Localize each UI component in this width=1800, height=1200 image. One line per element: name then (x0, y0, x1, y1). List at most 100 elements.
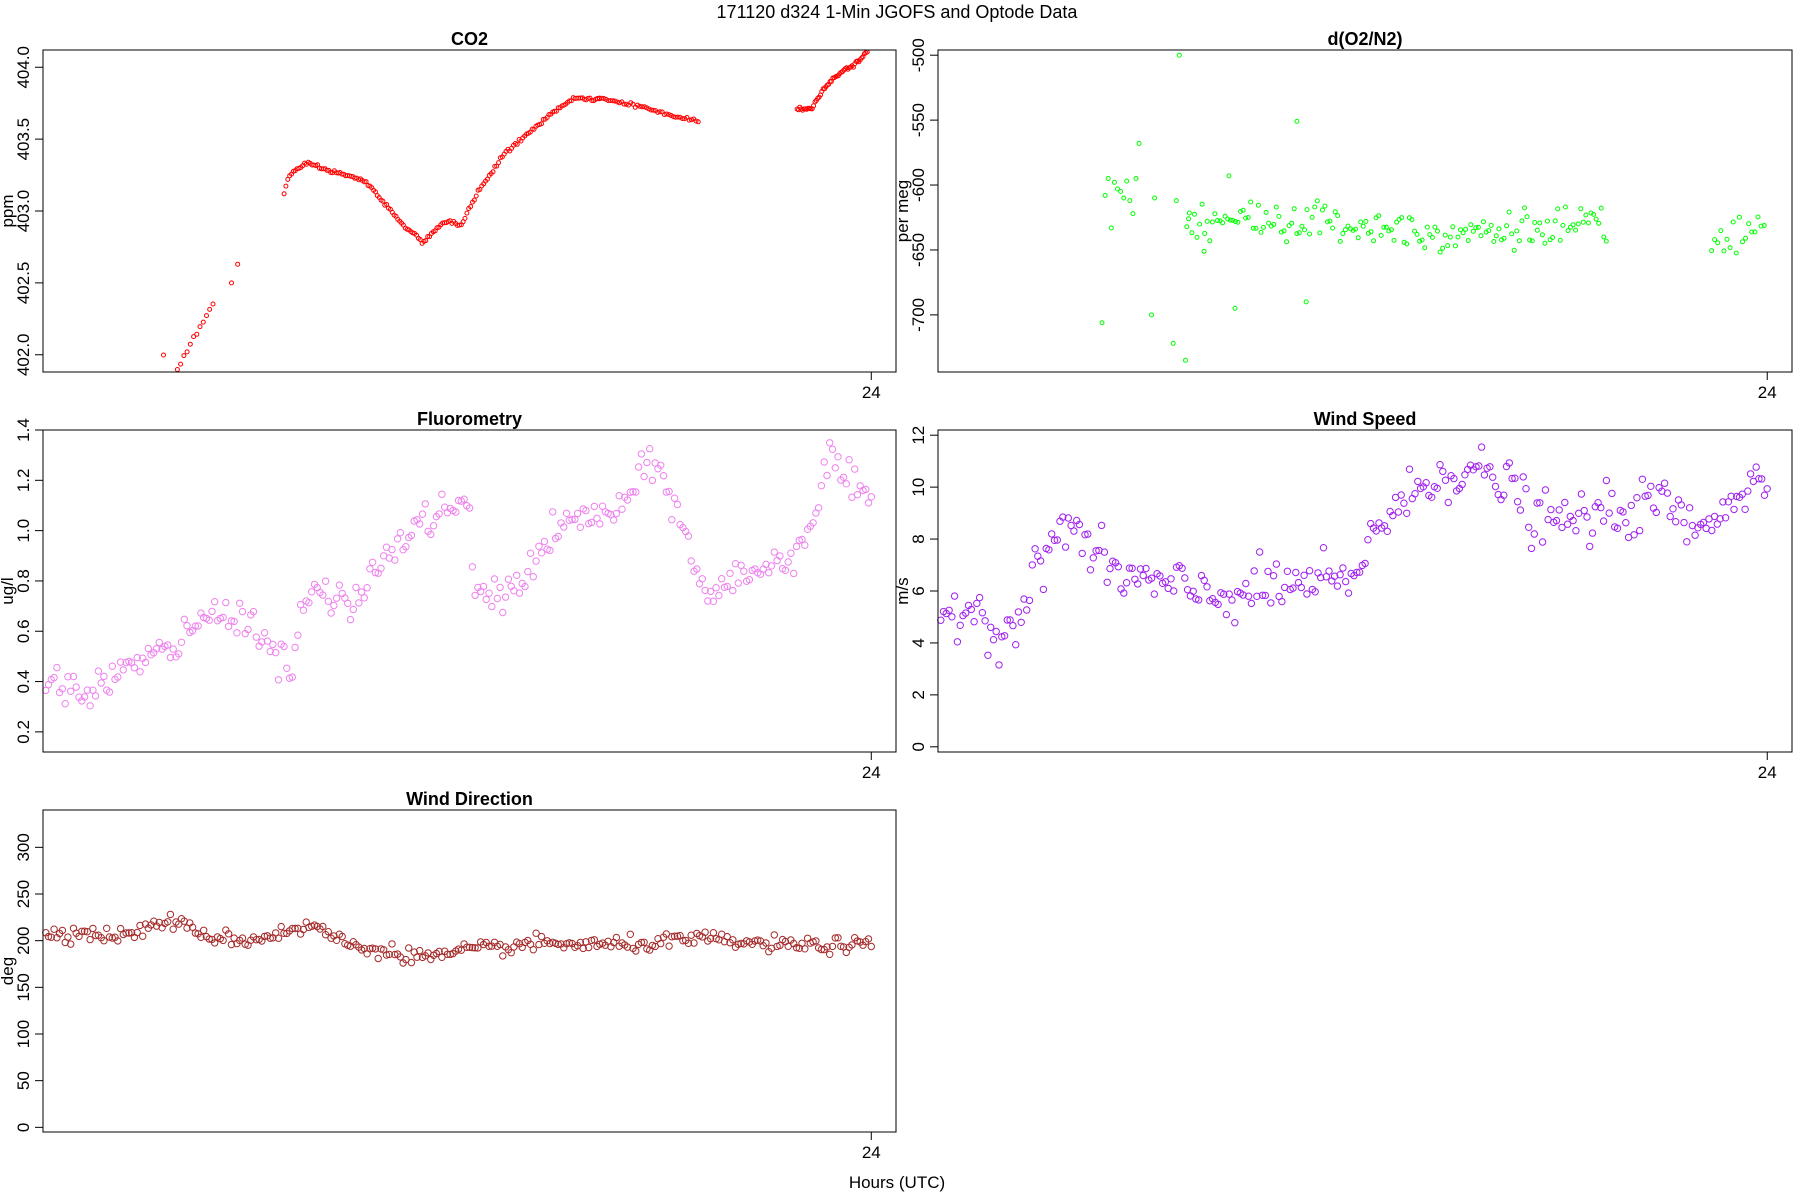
data-point (1712, 237, 1718, 243)
data-point (197, 933, 205, 941)
data-point (1202, 231, 1208, 236)
data-point (1529, 238, 1535, 244)
data-point (1708, 526, 1716, 535)
data-point (981, 617, 989, 625)
y-tick-label: -700 (909, 298, 928, 332)
data-point (1350, 227, 1356, 233)
y-tick-label: 0.2 (14, 720, 33, 744)
data-point (1333, 582, 1342, 590)
data-point (1740, 239, 1745, 245)
data-point (657, 939, 665, 948)
data-point (1105, 176, 1111, 181)
data-point (657, 109, 663, 115)
data-point (665, 942, 673, 950)
data-point (1230, 217, 1236, 223)
data-point (1460, 230, 1466, 236)
data-point (479, 582, 488, 591)
data-point (665, 487, 673, 496)
data-point (421, 500, 429, 508)
data-point (277, 922, 285, 931)
data-point (1414, 477, 1422, 486)
series-points (1099, 52, 1767, 363)
data-point (1263, 209, 1269, 215)
data-point (366, 945, 374, 953)
y-tick-label: 6 (909, 586, 928, 595)
data-point (1644, 491, 1652, 500)
data-point (1025, 596, 1034, 605)
data-point (1399, 215, 1405, 221)
data-point (272, 648, 280, 657)
data-point (382, 951, 391, 959)
data-point (992, 627, 1000, 636)
data-point (614, 99, 620, 105)
data-point (1276, 213, 1282, 219)
data-point (798, 535, 806, 544)
data-point (532, 557, 540, 565)
data-point (1555, 506, 1563, 514)
data-point (371, 568, 380, 577)
data-point (1108, 225, 1114, 231)
data-point (526, 549, 535, 557)
data-point (668, 933, 676, 941)
data-point (1312, 204, 1318, 210)
data-point (718, 575, 726, 583)
data-point (1666, 512, 1674, 521)
data-point (1417, 238, 1423, 244)
data-point (1238, 209, 1243, 214)
data-point (1532, 220, 1538, 225)
data-point (1630, 531, 1638, 539)
data-point (1480, 471, 1489, 479)
data-point (380, 198, 386, 204)
data-point (1450, 474, 1458, 483)
data-point (521, 582, 529, 591)
data-point (429, 522, 438, 530)
data-point (1084, 530, 1092, 538)
data-point (1716, 515, 1724, 523)
data-point (787, 549, 795, 557)
data-point (770, 931, 778, 939)
y-axis-label: ppm (0, 194, 17, 227)
data-point (671, 114, 676, 120)
data-point (1342, 227, 1348, 233)
data-point (1596, 220, 1602, 226)
data-point (532, 929, 540, 937)
data-point (540, 537, 549, 546)
data-point (1102, 192, 1108, 198)
data-point (637, 103, 643, 109)
data-point (973, 599, 981, 608)
data-point (1200, 576, 1208, 584)
x-tick-label: 24 (1758, 763, 1777, 782)
data-point (1227, 217, 1233, 223)
data-point (1258, 591, 1267, 599)
data-point (1142, 564, 1150, 573)
data-point (989, 636, 998, 644)
data-point (324, 167, 330, 173)
data-point (1020, 595, 1028, 603)
data-point (1322, 203, 1328, 209)
data-point (281, 191, 287, 197)
data-point (274, 934, 283, 942)
data-point (1588, 210, 1594, 216)
data-point (1124, 178, 1130, 184)
data-point (1303, 299, 1309, 305)
data-point (416, 946, 424, 955)
data-point (1199, 201, 1205, 207)
data-point (200, 926, 208, 934)
data-point (288, 924, 296, 933)
data-point (67, 687, 75, 695)
data-point (842, 480, 850, 488)
plot-frame (937, 429, 1793, 753)
data-point (1303, 590, 1311, 598)
data-point (670, 494, 679, 502)
data-point (205, 616, 213, 624)
data-point (1070, 527, 1078, 535)
data-point (809, 519, 817, 527)
data-point (357, 588, 366, 596)
data-point (1222, 213, 1228, 219)
data-point (1330, 572, 1339, 580)
data-point (1297, 583, 1306, 592)
data-point (1081, 531, 1089, 539)
y-tick-label: 300 (14, 833, 33, 861)
data-point (288, 673, 296, 681)
